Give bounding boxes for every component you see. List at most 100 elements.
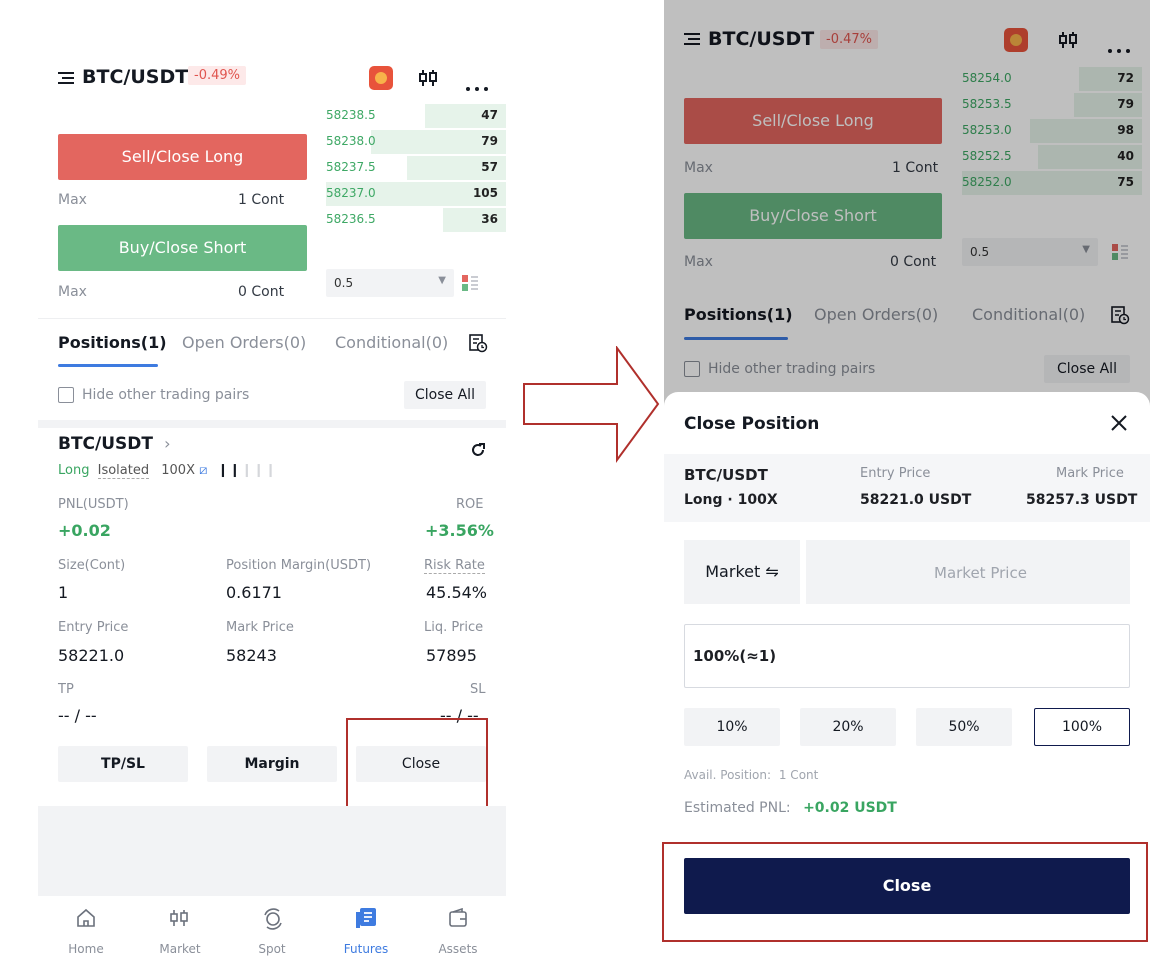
tab-open-orders[interactable]: Open Orders(0)	[814, 305, 939, 324]
tab-conditional[interactable]: Conditional(0)	[335, 333, 449, 352]
margin-button[interactable]: Margin	[207, 746, 337, 782]
hide-pairs-checkbox[interactable]	[684, 361, 700, 377]
nav-spot-label: Spot	[258, 942, 286, 956]
orderbook-row[interactable]: 58253.5 79	[962, 92, 1142, 118]
nav-spot[interactable]: Spot	[242, 908, 302, 956]
depth-bar	[1030, 119, 1142, 143]
hide-pairs-label: Hide other trading pairs	[708, 361, 876, 377]
dropdown-arrow-icon: ▼	[438, 275, 446, 286]
depth-bar	[326, 182, 506, 206]
orderbook-price: 58252.0	[962, 175, 1012, 189]
position-pair[interactable]: BTC/USDT ›	[58, 434, 171, 454]
change-badge: -0.47%	[820, 30, 878, 49]
spot-icon	[262, 908, 302, 934]
percent-100-button[interactable]: 100%	[1034, 708, 1130, 746]
layout-icon[interactable]	[462, 275, 478, 295]
close-icon[interactable]	[1110, 414, 1128, 436]
adl-indicator-icon: ❙❙❙❙❙	[217, 463, 278, 478]
confirm-close-button[interactable]: Close	[684, 858, 1130, 914]
tab-positions[interactable]: Positions(1)	[684, 305, 793, 324]
orderbook-row[interactable]: 58237.5 57	[326, 155, 506, 181]
nav-market[interactable]: Market	[150, 908, 210, 956]
edit-icon[interactable]: ⧄	[199, 463, 208, 478]
leverage-tag[interactable]: 100X	[161, 463, 195, 478]
nav-assets[interactable]: Assets	[428, 907, 488, 956]
menu-icon[interactable]	[684, 31, 700, 50]
close-all-button[interactable]: Close All	[1044, 355, 1130, 383]
chevron-right-icon: ›	[164, 434, 171, 453]
avail-position: Avail. Position: 1 Cont	[684, 768, 818, 782]
history-icon[interactable]	[468, 333, 488, 357]
estimated-pnl: Estimated PNL: +0.02 USDT	[684, 800, 897, 816]
orderbook-price: 58237.5	[326, 160, 376, 174]
buy-close-short-button[interactable]: Buy/Close Short	[684, 193, 942, 239]
orderbook-row[interactable]: 58238.5 47	[326, 103, 506, 129]
side-tag: Long	[58, 463, 90, 478]
orderbook-row[interactable]: 58254.0 72	[962, 66, 1142, 92]
depth-bar	[371, 130, 506, 154]
risk-value: 45.54%	[426, 583, 488, 602]
more-icon[interactable]	[466, 76, 488, 95]
market-price-placeholder: Market Price	[934, 564, 1027, 582]
amount-input[interactable]: 100%(≈1)	[684, 624, 1130, 688]
orderbook-price: 58252.5	[962, 149, 1012, 163]
orderbook-row[interactable]: 58252.0 75	[962, 170, 1142, 196]
buy-close-short-button[interactable]: Buy/Close Short	[58, 225, 307, 271]
depth-select[interactable]: 0.5 ▼	[326, 269, 454, 297]
orderbook-qty: 105	[472, 186, 498, 200]
share-icon[interactable]	[470, 442, 486, 462]
depth-bar	[407, 156, 506, 180]
buy-max-value: 0 Cont	[890, 254, 937, 270]
position-pair-label: BTC/USDT	[58, 434, 153, 454]
layout-icon[interactable]	[1112, 244, 1128, 264]
pair-title[interactable]: BTC/USDT	[708, 28, 815, 50]
orderbook-row[interactable]: 58253.0 98	[962, 118, 1142, 144]
avail-label: Avail. Position:	[684, 768, 772, 782]
tab-positions[interactable]: Positions(1)	[58, 333, 167, 352]
summary-entry-value: 58221.0 USDT	[860, 492, 972, 508]
percent-50-button[interactable]: 50%	[916, 708, 1012, 746]
orderbook-price: 58253.0	[962, 123, 1012, 137]
pair-title[interactable]: BTC/USDT	[82, 66, 189, 88]
pnl-label: PNL(USDT)	[58, 497, 129, 512]
orderbook-qty: 47	[481, 108, 498, 122]
orderbook-row[interactable]: 58238.0 79	[326, 129, 506, 155]
orderbook-qty: 98	[1117, 123, 1134, 137]
orderbook-qty: 40	[1117, 149, 1134, 163]
menu-icon[interactable]	[58, 70, 74, 84]
candlestick-icon[interactable]	[1058, 30, 1080, 54]
home-icon	[76, 908, 116, 932]
nav-home[interactable]: Home	[56, 908, 116, 956]
percent-10-button[interactable]: 10%	[684, 708, 780, 746]
risk-label[interactable]: Risk Rate	[424, 558, 485, 574]
roe-value: +3.56%	[425, 521, 494, 540]
summary-mark-value: 58257.3 USDT	[1026, 492, 1138, 508]
close-position-button[interactable]: Close	[356, 746, 486, 782]
candlestick-icon[interactable]	[418, 68, 440, 92]
sl-value: -- / --	[440, 706, 479, 725]
gift-icon[interactable]	[1004, 28, 1028, 52]
tab-open-orders[interactable]: Open Orders(0)	[182, 333, 307, 352]
depth-select[interactable]: 0.5 ▼	[962, 238, 1098, 266]
entry-price-value: 58221.0	[58, 646, 125, 665]
tpsl-button[interactable]: TP/SL	[58, 746, 188, 782]
orderbook-row[interactable]: 58237.0 105	[326, 181, 506, 207]
market-price-field[interactable]: Market Price	[806, 540, 1130, 604]
entry-price-label: Entry Price	[58, 620, 129, 635]
percent-20-button[interactable]: 20%	[800, 708, 896, 746]
gift-icon[interactable]	[369, 66, 393, 90]
nav-futures[interactable]: Futures	[336, 908, 396, 956]
order-type-button[interactable]: Market ⇋	[684, 540, 800, 604]
section-gap	[38, 420, 506, 428]
tab-conditional[interactable]: Conditional(0)	[972, 305, 1086, 324]
sell-close-long-button[interactable]: Sell/Close Long	[58, 134, 307, 180]
sell-max-value: 1 Cont	[892, 160, 939, 176]
hide-pairs-checkbox[interactable]	[58, 387, 74, 403]
depth-bar	[1079, 67, 1142, 91]
orderbook-row[interactable]: 58252.5 40	[962, 144, 1142, 170]
more-icon[interactable]	[1108, 38, 1130, 57]
sell-close-long-button[interactable]: Sell/Close Long	[684, 98, 942, 144]
close-all-button[interactable]: Close All	[404, 381, 486, 409]
orderbook-row[interactable]: 58236.5 36	[326, 207, 506, 233]
history-icon[interactable]	[1110, 305, 1130, 329]
